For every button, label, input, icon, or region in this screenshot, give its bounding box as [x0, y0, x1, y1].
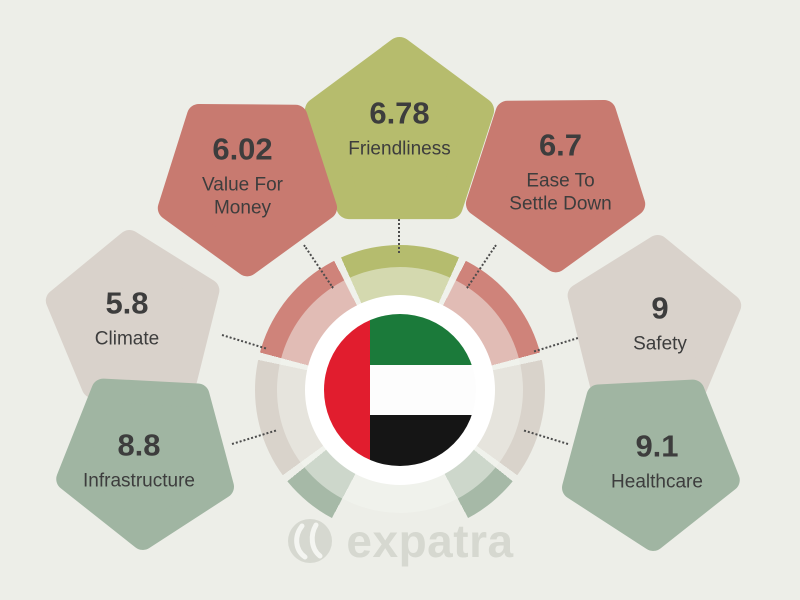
badge-score: 6.7 — [538, 127, 583, 163]
badge-content: 6.7 Ease To Settle Down — [483, 127, 639, 216]
uae-flag — [324, 314, 476, 466]
badge-label: Climate — [94, 327, 160, 349]
flag-white-band — [369, 364, 476, 416]
flag-black-band — [369, 415, 476, 466]
badge-score: 6.78 — [369, 95, 430, 131]
flag-circle — [305, 295, 495, 485]
pentagon-shape — [567, 234, 742, 404]
badge-climate: 5.8 Climate — [38, 229, 220, 404]
badge-content: 6.78 Friendliness — [322, 95, 478, 160]
badge-content: 9 Safety — [582, 290, 738, 355]
pentagon-shape — [157, 103, 338, 277]
badge-score: 9.1 — [635, 428, 679, 464]
badge-healthcare: 9.1 Healthcare — [562, 373, 748, 551]
badge-infrastructure: 8.8 Infrastructure — [48, 372, 234, 550]
badge-ease-to-settle-down: 6.7 Ease To Settle Down — [465, 83, 653, 273]
badge-friendliness: 6.78 Friendliness — [302, 34, 497, 222]
pentagon-shape — [45, 229, 220, 399]
badge-content: 5.8 Climate — [49, 285, 205, 350]
badge-label: Friendliness — [348, 137, 451, 159]
badge-score: 8.8 — [117, 427, 161, 463]
badge-label: Ease To Settle Down — [509, 170, 612, 215]
expatra-logo-icon — [288, 519, 333, 563]
expatra-logo-text: expatra — [346, 515, 514, 567]
connector-line — [221, 334, 267, 350]
badge-score: 9 — [651, 290, 669, 326]
badge-safety: 9 Safety — [567, 234, 749, 409]
badge-content: 9.1 Healthcare — [579, 428, 735, 493]
pentagon-shape — [562, 379, 740, 551]
badge-label: Healthcare — [611, 470, 703, 492]
badge-score: 6.02 — [212, 131, 273, 167]
flag-green-band — [369, 314, 476, 365]
flag-stripes — [369, 314, 476, 466]
badge-content: 6.02 Value For Money — [165, 131, 321, 220]
badge-label: Safety — [633, 332, 687, 354]
badge-score: 5.8 — [105, 285, 149, 321]
badge-content: 8.8 Infrastructure — [61, 427, 217, 492]
flag-red-band — [324, 314, 370, 466]
badge-label: Infrastructure — [83, 469, 195, 491]
pentagon-shape — [56, 378, 234, 550]
pentagon-shape — [465, 99, 646, 273]
badge-value-for-money: 6.02 Value For Money — [150, 87, 338, 277]
badge-label: Value For Money — [202, 174, 283, 219]
pentagon-shape — [304, 36, 495, 220]
expatra-logo: expatra — [0, 514, 800, 568]
